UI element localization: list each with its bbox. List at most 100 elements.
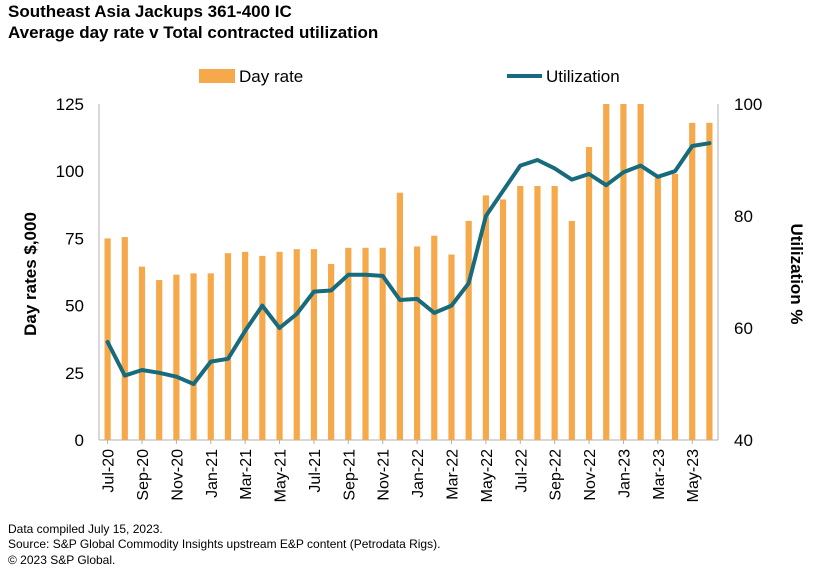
bar-day-rate	[345, 247, 352, 440]
point-utilization	[295, 312, 299, 316]
point-utilization	[673, 169, 677, 173]
point-utilization	[656, 175, 660, 179]
bar-day-rate	[328, 263, 335, 440]
legend: Day rate Utilization	[199, 67, 620, 86]
footnote-source: Source: S&P Global Commodity Insights up…	[8, 537, 441, 551]
bar-day-rate	[293, 249, 300, 440]
x-tick-label: Jan-22	[410, 449, 427, 498]
point-utilization	[209, 360, 213, 364]
x-tick-label: Mar-22	[444, 449, 461, 500]
bar-day-rate	[362, 247, 369, 440]
point-utilization	[157, 371, 161, 375]
x-tick-label: Nov-20	[169, 449, 186, 501]
point-utilization	[415, 297, 419, 301]
x-tick-label: Nov-22	[582, 449, 599, 501]
point-utilization	[123, 374, 127, 378]
plot-area: 0 25 50 75 100 125 40 60 80 100 Jul-20 Sep-20 Nov-20…	[56, 95, 763, 502]
x-tick-label: May-22	[479, 449, 496, 502]
y-tick-label: 0	[75, 431, 84, 450]
x-tick-label: May-21	[273, 449, 290, 502]
x-tick-label: Sep-21	[341, 449, 358, 501]
bar-day-rate	[190, 273, 197, 440]
bar-day-rate	[465, 220, 472, 440]
point-utilization	[329, 288, 333, 293]
bar-day-rate	[396, 192, 403, 440]
bar-day-rate	[259, 255, 266, 440]
bar-day-rate	[706, 122, 713, 440]
bar-day-rate	[482, 195, 489, 440]
chart-title: Southeast Asia Jackups 361-400 IC	[8, 2, 292, 21]
y2-tick-label: 100	[734, 95, 762, 114]
point-utilization	[587, 172, 591, 176]
point-utilization	[604, 183, 608, 187]
legend-label-day-rate: Day rate	[239, 67, 303, 86]
bar-day-rate	[138, 266, 146, 440]
x-tick-label: Jul-22	[513, 449, 530, 493]
x-tick-label: Jan-21	[204, 449, 221, 498]
chart-canvas: Day rate Utilization Day rates $,000 Uti…	[21, 67, 806, 502]
y-tick-label: 125	[56, 95, 84, 114]
bar-day-rate	[414, 246, 421, 440]
point-utilization	[105, 340, 110, 344]
point-utilization	[174, 375, 178, 379]
point-utilization	[260, 304, 264, 308]
point-utilization	[277, 326, 282, 330]
bar-day-rate	[310, 249, 318, 440]
point-utilization	[501, 189, 505, 193]
point-utilization	[535, 158, 540, 162]
point-utilization	[621, 170, 626, 174]
point-utilization	[707, 141, 712, 145]
legend-swatch-day-rate	[199, 69, 235, 83]
y-tick-label: 75	[65, 229, 84, 248]
point-utilization	[312, 290, 316, 294]
bar-day-rate	[104, 238, 111, 440]
bar-day-rate	[637, 104, 644, 440]
bar-day-rate	[242, 251, 249, 440]
x-tick-label: Mar-23	[651, 449, 668, 500]
point-utilization	[484, 214, 488, 218]
point-utilization	[191, 382, 196, 386]
point-utilization	[553, 166, 557, 170]
line-utilization	[105, 141, 712, 386]
y2-axis-label: Utilization %	[787, 223, 806, 324]
x-tick-label: Mar-21	[238, 449, 255, 500]
bar-day-rate	[276, 251, 283, 440]
point-utilization	[363, 273, 368, 277]
point-utilization	[570, 178, 574, 182]
bar-day-rate	[431, 235, 438, 440]
bar-day-rate	[551, 185, 558, 440]
y2-tick-label: 40	[734, 431, 753, 450]
bar-day-rate	[534, 185, 541, 440]
bar-day-rate	[654, 177, 661, 441]
bar-day-rate	[585, 147, 593, 440]
point-utilization	[226, 357, 230, 361]
bar-day-rate	[121, 237, 128, 440]
bar-day-rate	[689, 122, 696, 440]
y-tick-label: 25	[65, 364, 84, 383]
x-tick-label: May-23	[685, 449, 702, 502]
bar-day-rate	[499, 199, 507, 440]
bar-day-rate	[156, 280, 163, 440]
x-tick-label: Nov-21	[376, 449, 393, 501]
bar-day-rate	[173, 274, 180, 440]
point-utilization	[140, 368, 144, 372]
point-utilization	[432, 311, 436, 315]
legend-label-utilization: Utilization	[546, 67, 620, 86]
point-utilization	[346, 273, 350, 277]
bar-day-rate	[448, 254, 455, 440]
y-axis-label: Day rates $,000	[21, 212, 40, 336]
point-utilization	[690, 144, 694, 148]
point-utilization	[243, 329, 247, 333]
bar-day-rate	[207, 273, 214, 440]
bar-day-rate	[517, 185, 524, 440]
y-tick-label: 50	[65, 297, 84, 316]
chart-subtitle: Average day rate v Total contracted util…	[8, 23, 379, 42]
bar-day-rate	[379, 247, 386, 440]
y-tick-label: 100	[56, 162, 84, 181]
x-tick-label: Jul-20	[101, 449, 118, 493]
bar-day-rate	[224, 253, 232, 440]
point-utilization	[381, 274, 385, 278]
x-tick-label: Sep-20	[135, 449, 152, 501]
point-utilization	[518, 164, 522, 168]
bar-day-rate	[568, 220, 575, 440]
